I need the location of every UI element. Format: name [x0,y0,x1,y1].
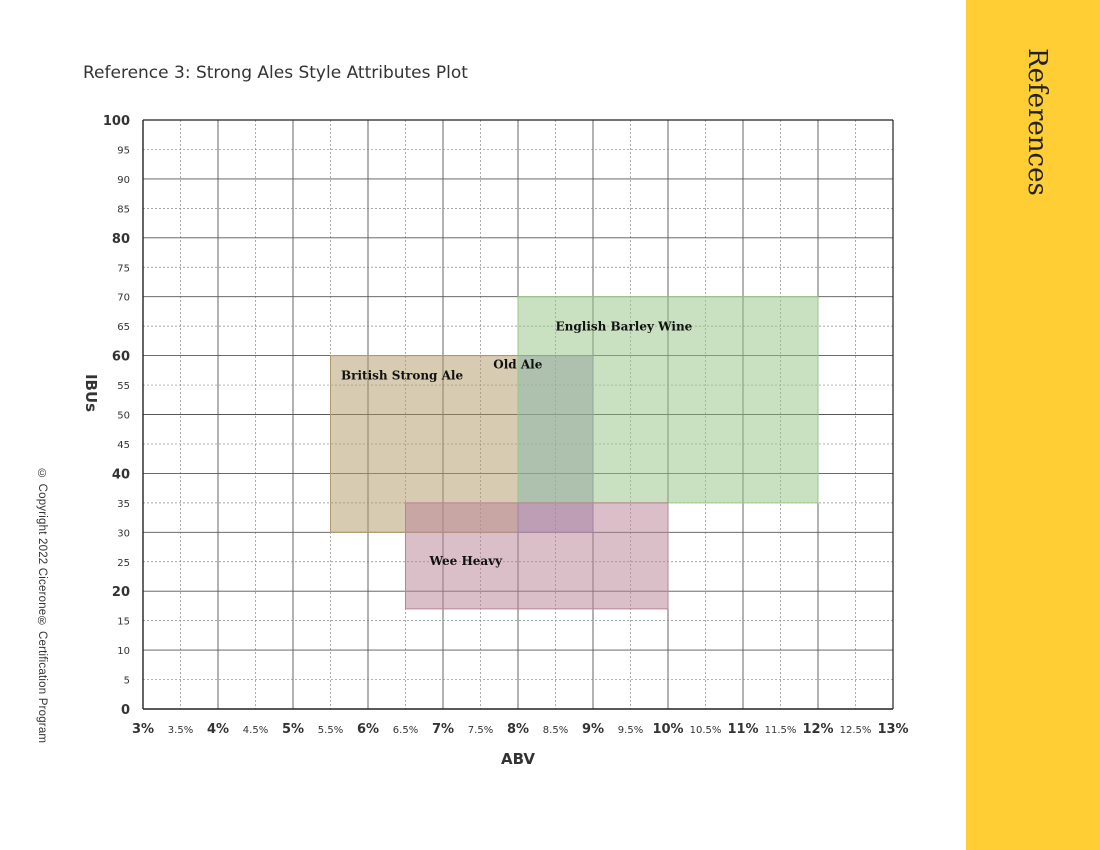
style-box [405,502,669,610]
x-minor-tick-label: 11.5% [765,725,797,736]
y-tick-label: 60 [112,350,130,365]
x-tick-label: 9% [582,722,604,737]
style-boxes [330,296,819,610]
y-minor-tick-label: 30 [117,528,130,539]
copyright-text: © Copyright 2022 Cicerone® Certification… [36,468,48,744]
y-minor-tick-label: 25 [117,558,130,569]
x-tick-label: 13% [877,722,908,737]
x-minor-tick-label: 6.5% [393,725,418,736]
x-tick-label: 3% [132,722,154,737]
x-tick-label: 6% [357,722,379,737]
strong-ales-chart: 3% 3.5% 4% 4.5% 5% 5.5% 6% 6.5% 7% 7.5% 8% 8.5% 9% 9.… [82,114,909,768]
y-minor-tick-label: 75 [117,263,130,274]
x-minor-tick-label: 12.5% [840,725,872,736]
style-label: Wee Heavy [429,554,504,568]
y-minor-tick-label: 35 [117,499,130,510]
y-minor-tick-label: 45 [117,440,130,451]
side-tab[interactable] [966,0,1100,850]
y-minor-tick-label: 15 [117,617,130,628]
x-tick-label: 8% [507,722,529,737]
y-minor-tick-label: 55 [117,381,130,392]
y-axis-title: IBUs [82,374,100,412]
x-minor-tick-label: 8.5% [543,725,568,736]
axes [142,119,894,710]
style-label: British Strong Ale [341,369,463,383]
style-label: English Barley Wine [556,320,693,334]
x-minor-tick-label: 5.5% [318,725,343,736]
y-tick-label: 0 [121,703,130,718]
x-tick-label: 7% [432,722,454,737]
x-minor-tick-label: 9.5% [618,725,643,736]
x-axis-title: ABV [501,750,535,768]
y-minor-tick-label: 70 [117,293,130,304]
y-minor-tick-label: 10 [117,646,130,657]
x-tick-label: 4% [207,722,229,737]
y-minor-tick-label: 90 [117,175,130,186]
side-tab-label: References [1022,48,1052,196]
y-minor-tick-label: 50 [117,411,130,422]
y-minor-tick-label: 65 [117,322,130,333]
x-minor-tick-label: 4.5% [243,725,268,736]
style-label: Old Ale [493,358,542,372]
y-minor-tick-label: 5 [124,676,130,687]
labels: 3% 3.5% 4% 4.5% 5% 5.5% 6% 6.5% 7% 7.5% 8% 8.5% 9% 9.… [82,114,909,768]
x-tick-label: 10% [652,722,683,737]
x-tick-label: 12% [802,722,833,737]
x-tick-label: 5% [282,722,304,737]
chart-title: Reference 3: Strong Ales Style Attribute… [83,63,468,83]
y-minor-tick-label: 85 [117,204,130,215]
x-minor-tick-label: 10.5% [690,725,722,736]
x-tick-label: 11% [727,722,758,737]
x-minor-tick-label: 7.5% [468,725,493,736]
y-tick-label: 80 [112,232,130,247]
y-minor-tick-label: 95 [117,145,130,156]
style-box [517,296,819,504]
x-minor-tick-label: 3.5% [168,725,193,736]
y-tick-label: 20 [112,585,130,600]
y-tick-label: 100 [103,114,130,129]
y-tick-label: 40 [112,467,130,482]
